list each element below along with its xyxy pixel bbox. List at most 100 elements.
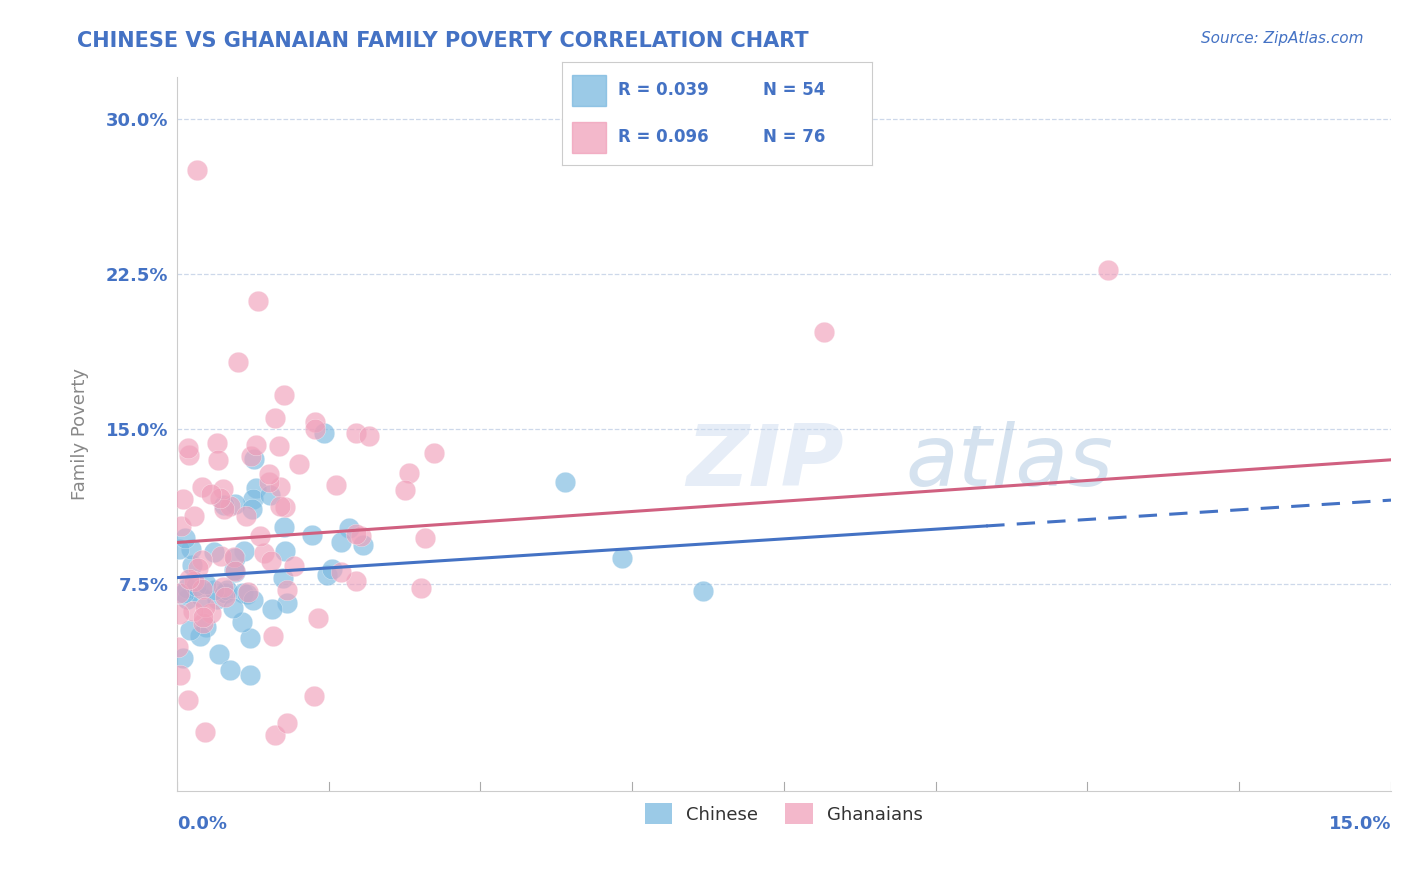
Point	[269, 500, 291, 514]
Point	[232, 585, 254, 599]
Point	[191, 616, 214, 631]
Point	[209, 549, 232, 563]
Point	[186, 163, 208, 178]
Text: atlas: atlas	[905, 421, 1114, 504]
Point	[212, 502, 235, 516]
Point	[190, 582, 212, 596]
Point	[211, 581, 233, 595]
Point	[264, 728, 287, 742]
Point	[273, 519, 295, 533]
Point	[202, 582, 225, 597]
Text: 0.0%: 0.0%	[177, 815, 226, 833]
Point	[193, 609, 215, 624]
Point	[183, 574, 205, 588]
Point	[287, 458, 309, 472]
Point	[212, 498, 235, 512]
Point	[245, 481, 267, 495]
Point	[423, 445, 446, 459]
Point	[307, 611, 329, 625]
Point	[205, 591, 228, 606]
Point	[235, 508, 257, 523]
Point	[274, 500, 297, 514]
Point	[273, 387, 295, 401]
Point	[315, 568, 337, 582]
Point	[226, 354, 249, 368]
Point	[224, 550, 246, 565]
Point	[346, 526, 368, 541]
Text: CHINESE VS GHANAIAN FAMILY POVERTY CORRELATION CHART: CHINESE VS GHANAIAN FAMILY POVERTY CORRE…	[77, 31, 808, 51]
Point	[260, 602, 283, 616]
Point	[304, 415, 326, 429]
Point	[325, 477, 347, 491]
Point	[183, 508, 205, 523]
Point	[188, 629, 211, 643]
Point	[174, 531, 197, 545]
Text: ZIP: ZIP	[686, 421, 845, 504]
Point	[190, 590, 212, 604]
Point	[184, 579, 207, 593]
Point	[177, 572, 200, 586]
Point	[302, 689, 325, 703]
Point	[243, 452, 266, 467]
Point	[554, 475, 576, 490]
Point	[224, 564, 246, 578]
Point	[1097, 262, 1119, 277]
Point	[274, 544, 297, 558]
Text: R = 0.039: R = 0.039	[619, 81, 709, 99]
Point	[267, 439, 290, 453]
Point	[413, 531, 436, 545]
Point	[346, 574, 368, 588]
Point	[357, 429, 380, 443]
Point	[170, 519, 193, 533]
Bar	[572, 122, 606, 153]
Point	[219, 663, 242, 677]
Point	[232, 544, 254, 558]
Point	[813, 325, 835, 339]
Point	[239, 668, 262, 682]
Point	[283, 559, 305, 574]
Text: 15.0%: 15.0%	[1329, 815, 1391, 833]
Point	[409, 581, 432, 595]
Point	[269, 479, 291, 493]
Point	[304, 422, 326, 436]
Point	[172, 650, 194, 665]
Point	[181, 558, 204, 573]
Point	[200, 606, 222, 620]
Point	[167, 586, 190, 600]
Point	[259, 488, 281, 502]
Point	[238, 585, 260, 599]
Point	[179, 623, 201, 637]
Point	[202, 544, 225, 558]
Point	[330, 535, 353, 549]
Point	[222, 550, 245, 565]
Point	[208, 647, 231, 661]
Text: Source: ZipAtlas.com: Source: ZipAtlas.com	[1201, 31, 1364, 46]
Point	[610, 551, 633, 566]
Point	[194, 576, 217, 591]
Point	[207, 453, 229, 467]
Point	[176, 591, 198, 606]
Point	[352, 539, 374, 553]
Point	[245, 438, 267, 452]
Point	[337, 521, 360, 535]
Point	[181, 604, 204, 618]
Point	[321, 561, 343, 575]
Point	[177, 693, 200, 707]
Point	[187, 561, 209, 575]
Point	[212, 482, 235, 496]
Point	[330, 565, 353, 579]
Point	[167, 541, 190, 556]
Bar	[572, 75, 606, 105]
Point	[179, 448, 201, 462]
Point	[398, 466, 420, 480]
Legend: Chinese, Ghanaians: Chinese, Ghanaians	[638, 796, 931, 831]
Point	[172, 491, 194, 506]
Point	[224, 497, 246, 511]
Point	[224, 566, 246, 580]
Point	[217, 582, 239, 597]
Point	[222, 563, 245, 577]
Point	[246, 293, 269, 308]
Text: N = 54: N = 54	[763, 81, 825, 99]
Point	[190, 553, 212, 567]
Point	[194, 725, 217, 739]
